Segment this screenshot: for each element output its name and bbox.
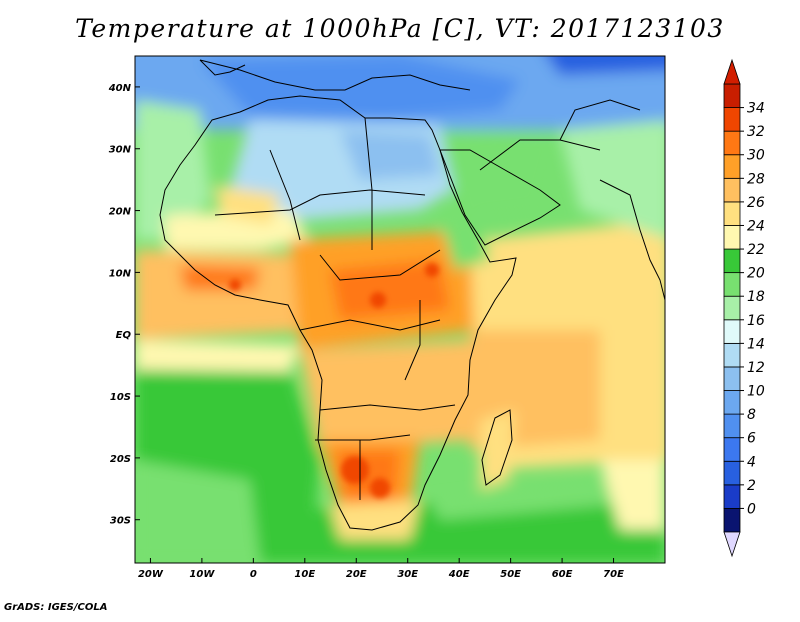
colorbar-label: 26 bbox=[747, 195, 765, 211]
colorbar-swatch bbox=[723, 319, 741, 344]
colorbar-label: 0 bbox=[747, 501, 756, 517]
colorbar-label: 24 bbox=[747, 218, 765, 234]
colorbar-swatch bbox=[723, 390, 741, 415]
lon-tick-label: 0 bbox=[250, 569, 257, 580]
colorbar-label: 18 bbox=[747, 289, 765, 305]
lon-tick-label: 50E bbox=[500, 569, 521, 580]
colorbar-label: 22 bbox=[747, 242, 765, 258]
lat-tick-label: 30S bbox=[110, 516, 131, 527]
colorbar-swatch bbox=[723, 437, 741, 462]
lon-tick-label: 20W bbox=[138, 569, 164, 580]
colorbar-swatch bbox=[723, 225, 741, 250]
lat-tick-label: 10N bbox=[109, 268, 132, 279]
colorbar-label: 8 bbox=[747, 407, 756, 423]
colorbar-swatch bbox=[723, 366, 741, 391]
colorbar-swatch bbox=[723, 272, 741, 297]
colorbar-swatch bbox=[723, 154, 741, 179]
lat-tick-label: 30N bbox=[109, 145, 132, 156]
colorbar-over-triangle bbox=[723, 58, 741, 85]
colorbar-swatch bbox=[723, 107, 741, 132]
colorbar-swatch bbox=[723, 248, 741, 274]
lon-tick-label: 60E bbox=[552, 569, 573, 580]
colorbar-label: 16 bbox=[747, 313, 765, 329]
lon-tick-label: 70E bbox=[603, 569, 624, 580]
latitude-ticks: 40N 30N 20N 10N EQ 10S 20S 30S bbox=[108, 83, 140, 527]
colorbar-swatch bbox=[723, 460, 741, 486]
colorbar-label: 2 bbox=[747, 478, 756, 494]
longitude-ticks: 20W 10W 0 10E 20E 30E 40E 50E 60E 70E bbox=[138, 558, 624, 580]
chart-title: Temperature at 1000hPa [C], VT: 20171231… bbox=[75, 14, 725, 43]
colorbar-label: 30 bbox=[747, 148, 765, 164]
colorbar-swatch bbox=[723, 342, 741, 368]
lon-tick-label: 20E bbox=[346, 569, 367, 580]
colorbar-swatch bbox=[723, 508, 741, 533]
colorbar-swatch bbox=[723, 295, 741, 321]
lat-tick-label: 20S bbox=[110, 454, 131, 465]
lat-tick-label: 40N bbox=[108, 83, 132, 94]
lon-tick-label: 40E bbox=[448, 569, 470, 580]
footer-credit: GrADS: IGES/COLA bbox=[4, 602, 108, 613]
lat-tick-label: 10S bbox=[110, 392, 131, 403]
colorbar-label: 20 bbox=[747, 266, 765, 282]
colorbar-swatch bbox=[723, 201, 741, 226]
lon-tick-label: 10E bbox=[294, 569, 315, 580]
map-frame bbox=[134, 55, 666, 564]
colorbar-swatch bbox=[723, 413, 741, 439]
colorbar-swatch bbox=[723, 177, 741, 203]
colorbar-label: 32 bbox=[747, 124, 765, 140]
colorbar-under-triangle bbox=[723, 531, 741, 558]
colorbar-swatch bbox=[723, 83, 741, 108]
colorbar-swatch bbox=[723, 484, 741, 509]
lon-tick-label: 30E bbox=[397, 569, 418, 580]
colorbar-label: 6 bbox=[747, 431, 756, 447]
colorbar-label: 4 bbox=[747, 454, 756, 470]
temperature-field bbox=[135, 56, 665, 563]
colorbar-label: 12 bbox=[747, 360, 765, 376]
colorbar-label: 10 bbox=[747, 384, 765, 400]
lat-tick-label: 20N bbox=[109, 207, 132, 218]
coastlines bbox=[159, 59, 665, 531]
colorbar-label: 28 bbox=[747, 171, 765, 187]
colorbar-label: 14 bbox=[747, 336, 765, 352]
colorbar-label: 34 bbox=[747, 101, 765, 117]
lat-tick-label: EQ bbox=[116, 330, 132, 341]
lon-tick-label: 10W bbox=[189, 569, 215, 580]
colorbar-swatch bbox=[723, 130, 741, 156]
